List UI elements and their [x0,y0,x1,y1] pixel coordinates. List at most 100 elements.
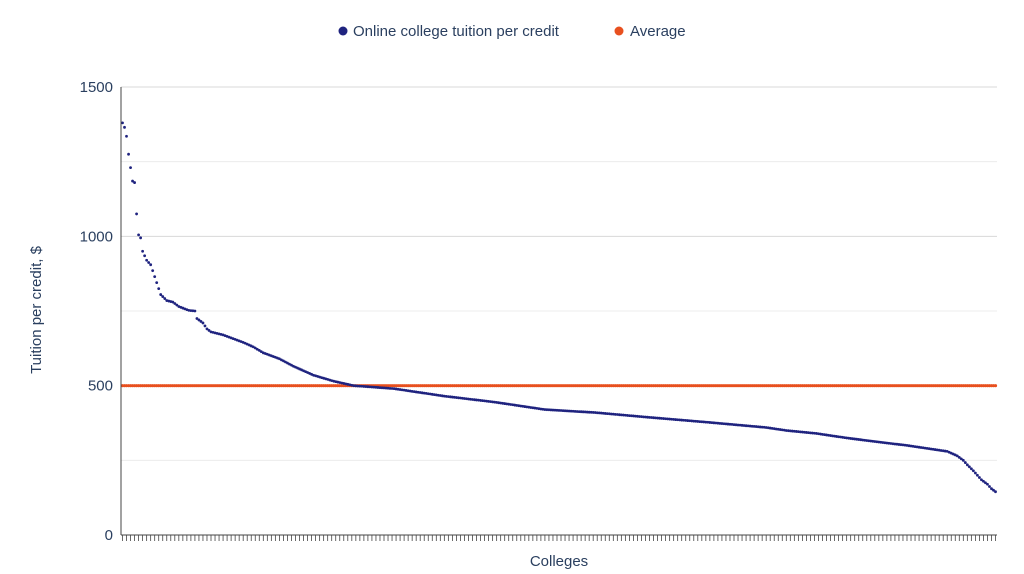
tuition-point [674,418,678,421]
tuition-point [967,465,971,469]
tuition-point [595,411,599,415]
tuition-point [625,414,629,417]
tuition-point [193,309,197,313]
tuition-point [642,415,645,419]
tuition-point [370,385,374,389]
tuition-point [203,324,207,328]
tuition-point [722,422,726,426]
tuition-point [788,429,792,433]
tuition-point [630,414,633,418]
tuition-point [255,347,259,351]
tuition-point [666,417,670,421]
tuition-point [257,349,261,352]
tuition-point [720,422,724,425]
tuition-point [557,408,561,412]
tuition-point [648,415,651,419]
tuition-point [628,414,631,417]
tuition-point [171,300,175,304]
tuition-point [738,423,742,427]
tuition-point [356,384,360,388]
tuition-point [716,421,720,425]
tuition-point [159,293,163,296]
tuition-point [555,408,559,412]
tuition-point [199,320,203,323]
tuition-point [569,409,573,413]
tuition-point [137,233,140,237]
tuition-point [803,430,806,434]
tuition-point [662,417,665,420]
tuition-point [553,408,557,412]
tuition-point [388,386,392,390]
tuition-point [714,421,718,425]
y-axis-title: Tuition per credit, $ [28,245,45,373]
tuition-point [358,384,362,388]
tuition-point [965,463,969,467]
tuition-point [792,429,796,433]
tuition-point [798,430,802,434]
tuition-point [599,411,603,415]
tuition-point [971,469,975,473]
tuition-point [597,411,601,415]
tuition-point [609,412,613,416]
tuition-point [724,422,728,426]
x-axis-title: Colleges [530,553,588,570]
tuition-point [127,152,130,156]
tuition-point [706,420,710,424]
tuition-point [796,430,800,434]
tuition-point [688,419,692,423]
tuition-point [963,461,967,464]
tuition-point [605,412,609,416]
tuition-point [139,236,143,240]
tuition-point [670,417,674,421]
tuition-point [189,309,193,313]
tuition-point [561,409,565,413]
tuition-point [253,346,257,350]
tuition-point [153,275,157,279]
tuition-point [173,302,177,305]
tuition-point [197,318,201,322]
tuition-point [644,415,647,419]
tuition-point [990,487,993,491]
tuition-point [141,249,145,253]
tuition-point [615,413,619,416]
tuition-point [205,327,209,331]
y-tick-label: 1000 [80,228,113,245]
tuition-point [959,457,963,461]
tuition-point [656,416,659,420]
legend-label-tuition: Online college tuition per credit [353,23,560,40]
legend-label-average: Average [630,23,686,40]
tuition-point [581,410,585,414]
y-tick-label: 500 [88,378,113,395]
tuition-point [163,297,167,300]
tuition-point [251,345,255,349]
tuition-point [386,386,390,390]
tuition-point [660,416,663,420]
tuition-point [551,408,555,412]
tuition-point [664,417,668,421]
tuition-point [736,423,740,427]
tuition-point [694,419,698,423]
y-axis-tick-labels: 0 500 1000 1500 [80,79,113,544]
tuition-point [756,425,760,429]
tuition-point [575,410,579,413]
tuition-point [607,412,611,416]
tuition-point [380,386,384,390]
tuition-point [762,425,766,429]
tuition-point [680,418,684,422]
tuition-point [362,385,366,388]
tuition-point [668,417,672,421]
tuition-point [390,387,394,390]
tuition-point [682,418,686,422]
average-point [993,384,998,388]
tuition-point [151,269,155,273]
tuition-point [376,386,380,389]
tuition-point [579,410,583,414]
tuition-point [740,423,744,427]
tuition-point [543,408,547,411]
tuition-point [700,420,704,424]
tuition-point [611,412,615,416]
tuition-point [545,408,549,412]
tuition-point [617,413,621,417]
tuition-point [352,384,356,388]
tuition-point [978,476,981,479]
